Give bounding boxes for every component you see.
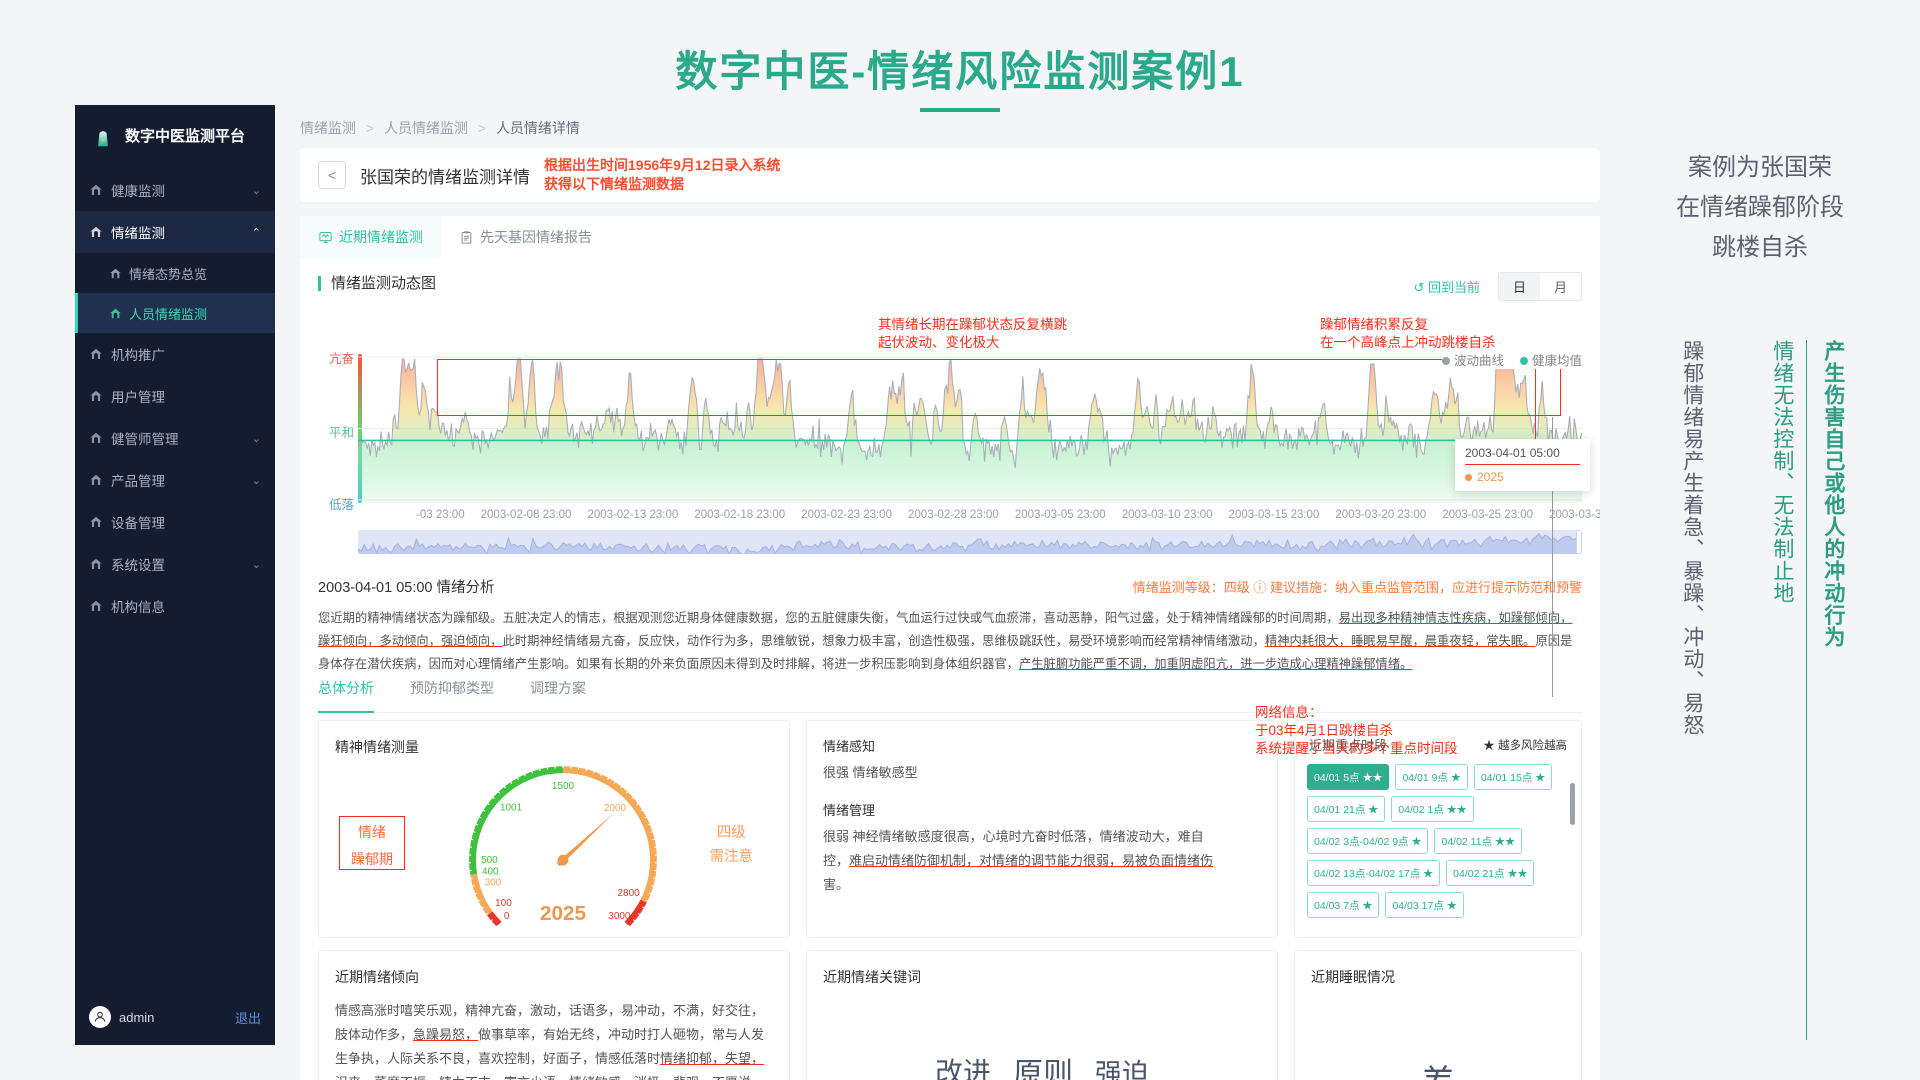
svg-text:2025: 2025 [540, 902, 586, 925]
svg-text:400: 400 [482, 866, 499, 877]
svg-text:2000: 2000 [604, 803, 627, 814]
svg-text:100: 100 [495, 898, 512, 909]
svg-text:1001: 1001 [500, 803, 523, 814]
svg-text:2800: 2800 [618, 888, 641, 899]
svg-text:300: 300 [485, 878, 502, 889]
svg-text:0: 0 [504, 911, 510, 922]
svg-text:1500: 1500 [552, 781, 575, 792]
svg-text:3000: 3000 [608, 911, 631, 922]
svg-text:500: 500 [481, 855, 498, 866]
